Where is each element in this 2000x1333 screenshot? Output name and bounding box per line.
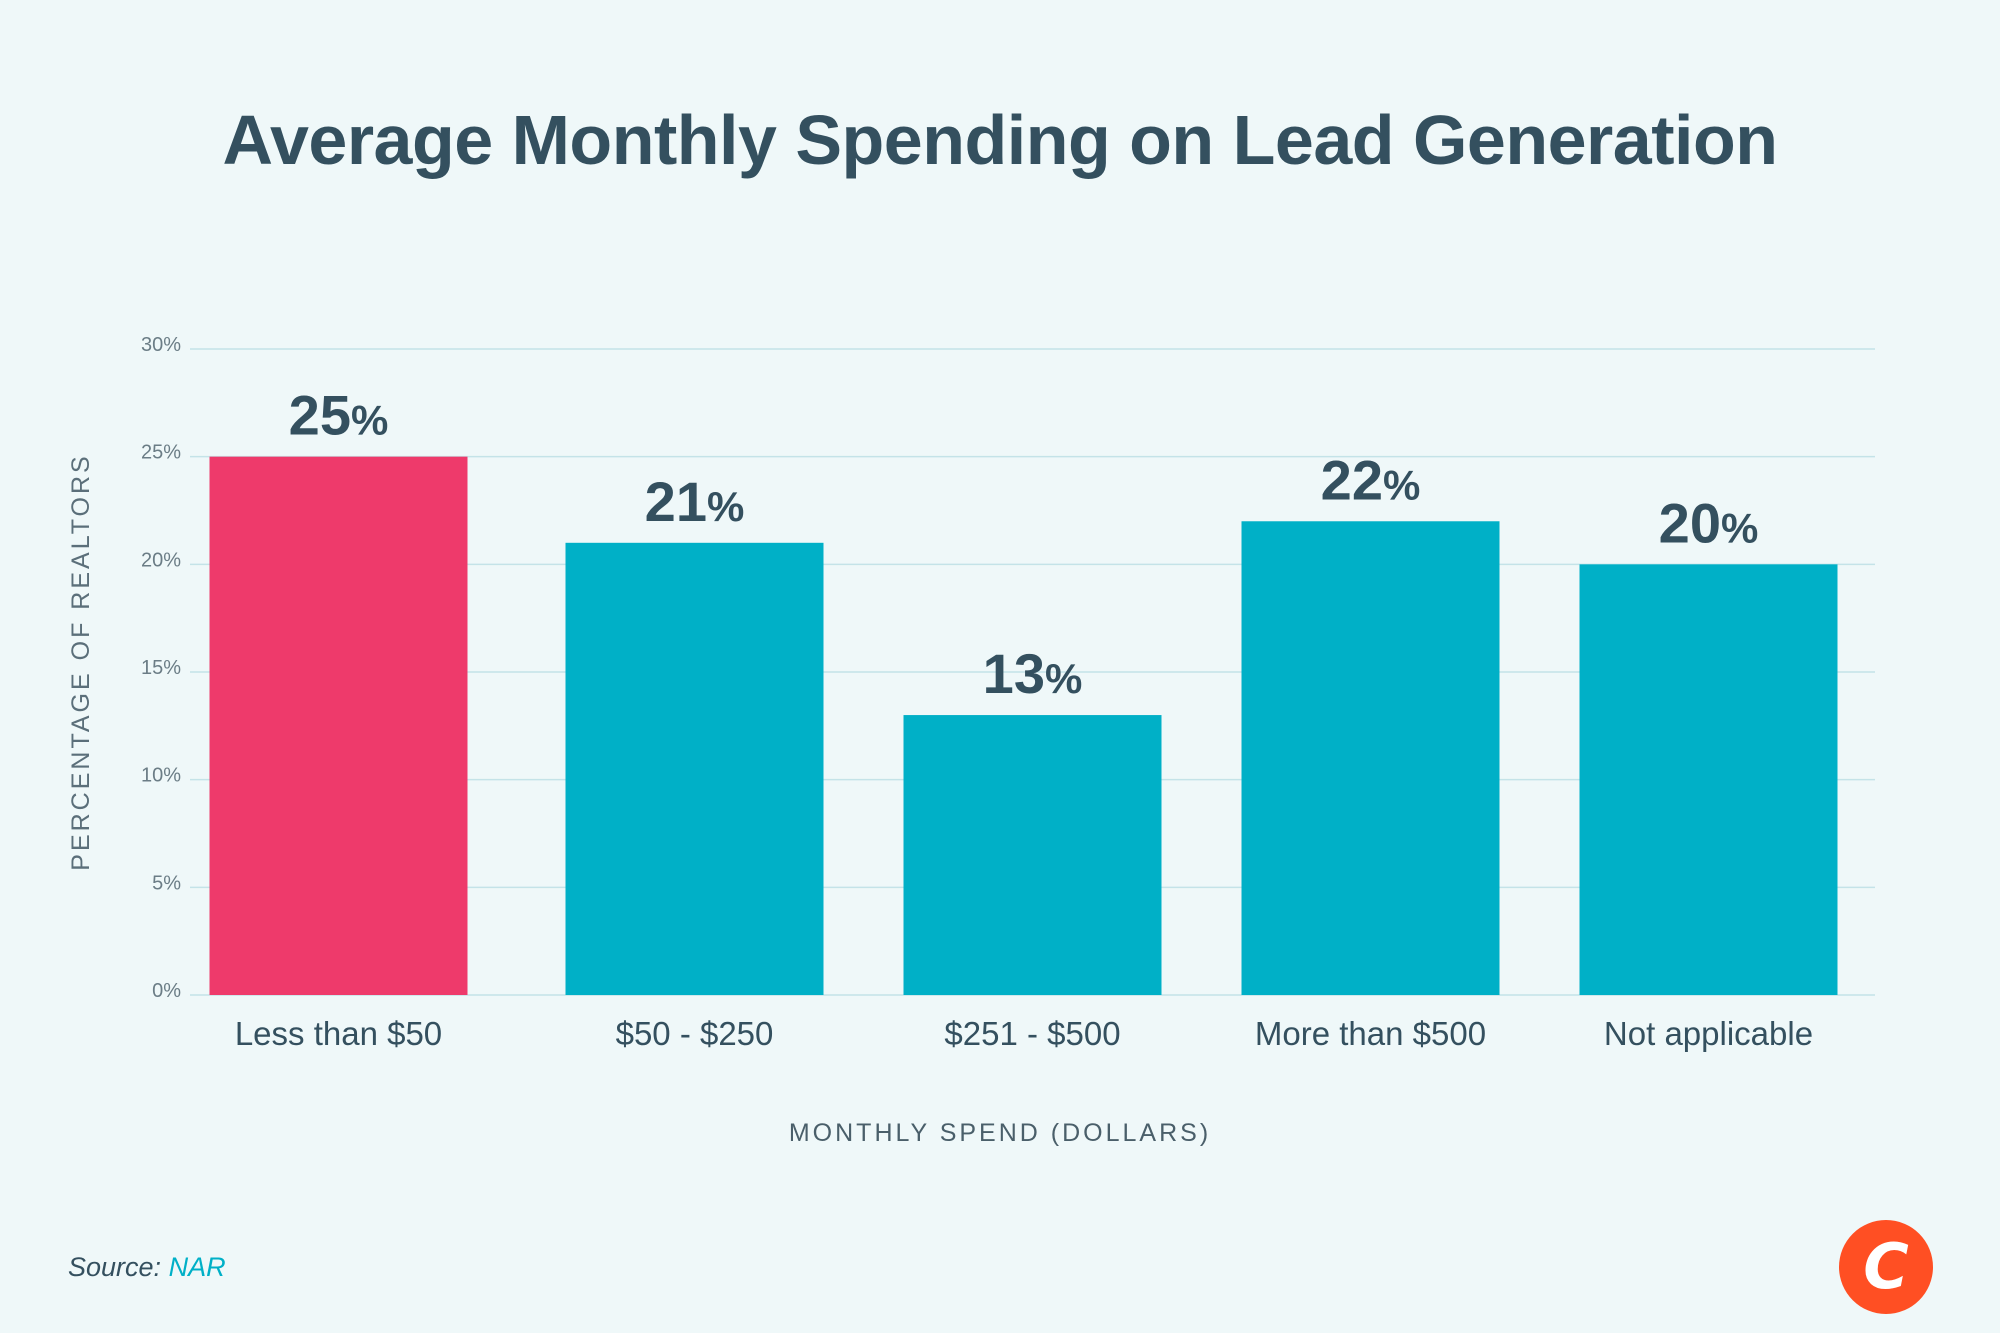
data-label-value: 21	[645, 470, 707, 533]
y-axis-title: PERCENTAGE OF REALTORS	[67, 453, 95, 870]
source-label: Source:	[68, 1252, 162, 1282]
data-label-value: 25	[289, 384, 351, 447]
y-tick-label: 5%	[152, 872, 181, 894]
data-label: 13%	[983, 642, 1083, 705]
x-tick-label: More than $500	[1255, 1015, 1486, 1052]
data-label: 21%	[645, 470, 745, 533]
source-note: Source: NAR	[68, 1252, 226, 1283]
x-axis-title: MONTHLY SPEND (DOLLARS)	[789, 1119, 1211, 1147]
y-tick-label: 30%	[141, 334, 181, 356]
data-label: 25%	[289, 384, 389, 447]
y-tick-label: 25%	[141, 442, 181, 464]
bar	[209, 456, 468, 996]
data-label-value: 13	[983, 642, 1045, 705]
data-label-value: 22	[1321, 448, 1383, 511]
y-tick-label: 0%	[152, 980, 181, 1002]
chart-title: Average Monthly Spending on Lead Generat…	[222, 101, 1778, 179]
x-tick-label: $251 - $500	[944, 1015, 1120, 1052]
y-tick-label: 15%	[141, 657, 181, 679]
data-label-suffix: %	[707, 483, 744, 530]
x-tick-label: Less than $50	[235, 1015, 442, 1052]
y-tick-label: 20%	[141, 549, 181, 571]
data-label-value: 20	[1659, 491, 1721, 554]
data-label-suffix: %	[351, 397, 388, 444]
bar	[565, 542, 824, 995]
data-label-suffix: %	[1721, 504, 1758, 551]
bar	[903, 715, 1162, 995]
data-label-suffix: %	[1383, 461, 1420, 508]
y-tick-label: 10%	[141, 765, 181, 787]
bar	[1579, 564, 1838, 995]
brand-logo: C	[1839, 1220, 1933, 1314]
x-tick-label: Not applicable	[1604, 1015, 1813, 1052]
data-label-suffix: %	[1045, 655, 1082, 702]
data-label: 20%	[1659, 491, 1759, 554]
data-label: 22%	[1321, 448, 1421, 511]
bar	[1241, 521, 1500, 995]
x-tick-label: $50 - $250	[616, 1015, 774, 1052]
source-link[interactable]: NAR	[168, 1252, 226, 1282]
